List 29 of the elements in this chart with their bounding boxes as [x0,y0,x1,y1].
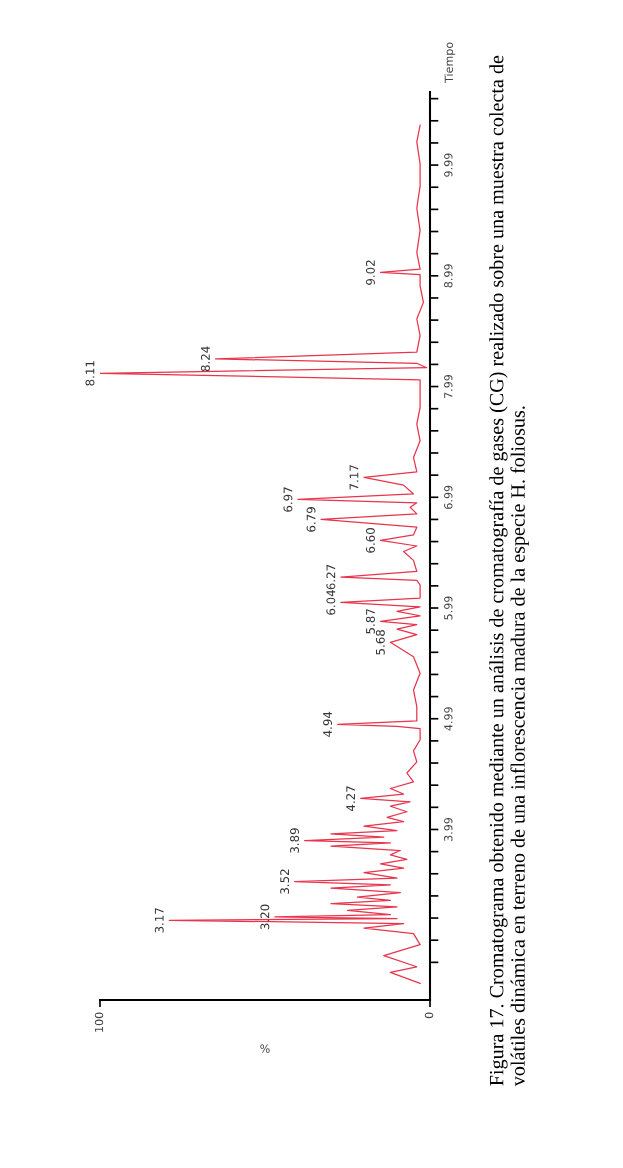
annotation: 8.11 [85,361,95,386]
annotation: 6.79 [306,507,316,532]
annotation: 7.17 [349,465,359,490]
y-tick-label: 4.99 [444,707,453,731]
annotation: 8.24 [200,346,210,372]
y-tick-label: 8.99 [444,264,453,288]
annotation: 6.04 [326,589,336,615]
text: Figura 17. Cromatograma obtenido mediante un análisis de cromatografía de gases (CG) realizado sobre una muestra colecta de volátiles dinámica en terreno de una inflorescencia madura de la especie H. foliosus. [489,55,529,1087]
annotation: 4.94 [323,711,333,737]
annotation: 4.27 [346,786,355,812]
x-tick-label: 100 [94,1012,104,1032]
y-tick-label: 7.99 [444,374,453,398]
annotation: 6.27 [326,564,336,590]
y-axis-title: Tiempo [444,42,456,83]
annotation: 3.52 [280,869,290,894]
x-axis-title: % [260,1044,270,1053]
y-tick-label: 9.99 [444,153,453,177]
annotation: 3.20 [260,904,270,930]
annotation: 3.89 [290,828,300,853]
y-tick-label: 5.99 [444,596,453,620]
y-tick-label: 6.99 [444,485,453,509]
annotation: 5.68 [375,630,385,655]
annotation: 6.60 [365,528,375,553]
annotation: 3.17 [154,908,164,933]
annotation: 5.87 [365,609,375,634]
y-tick-label: 3.99 [444,817,453,841]
annotation: 9.02 [365,260,375,285]
annotation: 6.97 [283,487,293,512]
x-tick-label: 0 [424,1012,434,1019]
